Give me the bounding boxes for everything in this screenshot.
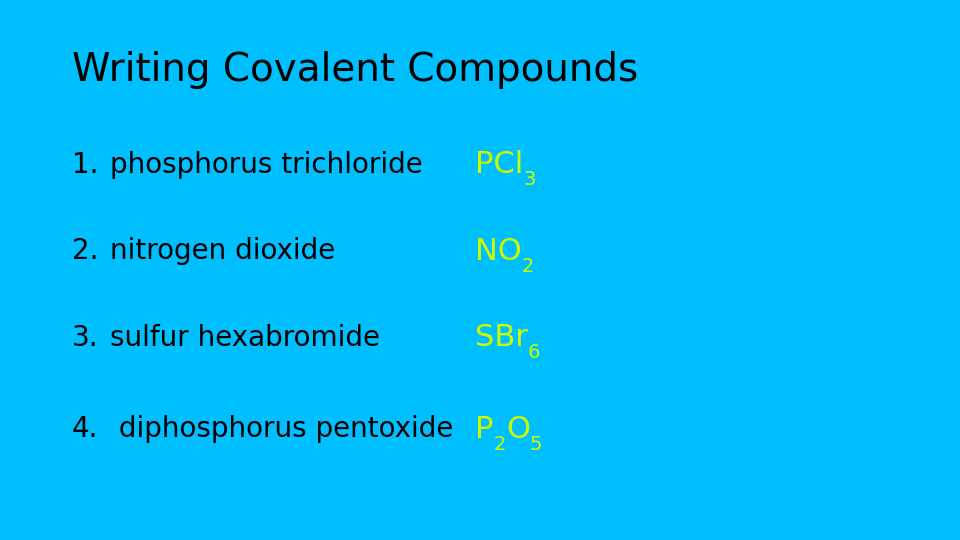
Text: 2: 2 bbox=[493, 435, 506, 454]
Text: 2.: 2. bbox=[72, 237, 99, 265]
Text: diphosphorus pentoxide: diphosphorus pentoxide bbox=[110, 415, 454, 443]
Text: PCl: PCl bbox=[475, 150, 523, 179]
Text: phosphorus trichloride: phosphorus trichloride bbox=[110, 151, 423, 179]
Text: 2: 2 bbox=[522, 256, 535, 276]
Text: nitrogen dioxide: nitrogen dioxide bbox=[110, 237, 336, 265]
Text: 5: 5 bbox=[530, 435, 542, 454]
Text: 4.: 4. bbox=[72, 415, 99, 443]
Text: O: O bbox=[506, 415, 530, 444]
Text: SBr: SBr bbox=[475, 323, 528, 352]
Text: sulfur hexabromide: sulfur hexabromide bbox=[110, 323, 380, 352]
Text: Writing Covalent Compounds: Writing Covalent Compounds bbox=[72, 51, 638, 89]
Text: 3: 3 bbox=[523, 170, 536, 190]
Text: P: P bbox=[475, 415, 493, 444]
Text: 3.: 3. bbox=[72, 323, 99, 352]
Text: 6: 6 bbox=[528, 343, 540, 362]
Text: NO: NO bbox=[475, 237, 522, 266]
Text: 1.: 1. bbox=[72, 151, 99, 179]
